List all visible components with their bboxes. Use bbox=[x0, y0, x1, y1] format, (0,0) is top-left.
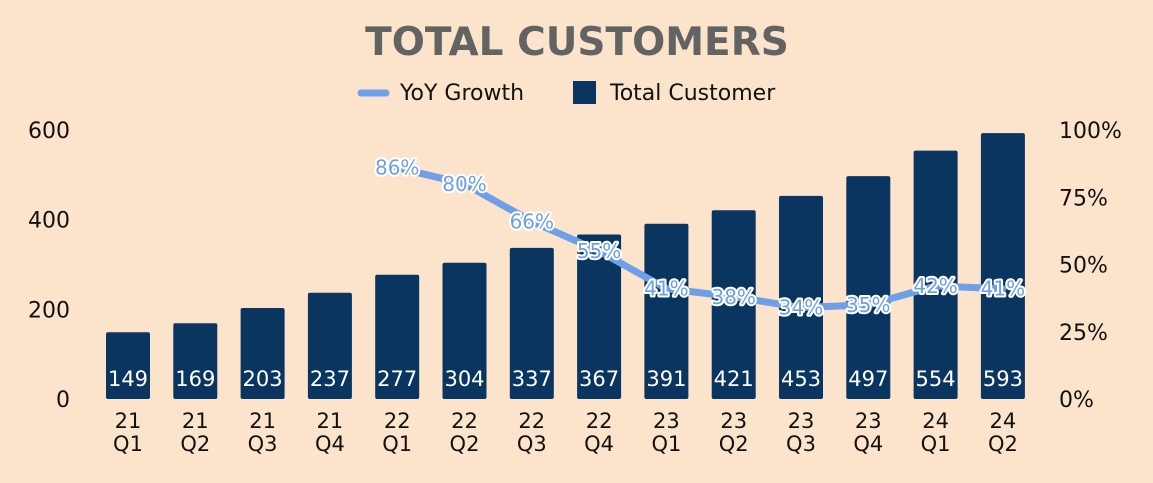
legend-label-total-customer: Total Customer bbox=[609, 81, 776, 106]
left-axis-tick-label: 400 bbox=[28, 209, 70, 234]
bar-value-label: 149 bbox=[108, 367, 148, 391]
yoy-growth-label: 55% bbox=[577, 239, 621, 263]
bar-value-label: 391 bbox=[646, 367, 686, 391]
x-tick-year: 23 bbox=[720, 409, 747, 433]
x-axis-labels: 21Q121Q221Q321Q422Q122Q222Q322Q423Q123Q2… bbox=[113, 409, 1018, 456]
x-tick-quarter: Q2 bbox=[450, 432, 480, 456]
legend-bar-swatch bbox=[573, 81, 596, 104]
bar bbox=[980, 133, 1025, 399]
bar-value-label: 593 bbox=[983, 367, 1023, 391]
chart-title: TOTAL CUSTOMERS bbox=[365, 20, 789, 65]
legend-label-yoy-growth: YoY Growth bbox=[399, 81, 524, 106]
x-tick-quarter: Q2 bbox=[988, 432, 1018, 456]
right-axis-tick-label: 50% bbox=[1059, 254, 1108, 279]
bar bbox=[846, 176, 891, 399]
bar bbox=[375, 274, 420, 399]
growth-line-layer bbox=[393, 164, 1007, 312]
yoy-growth-label: 42% bbox=[913, 274, 957, 298]
bar bbox=[577, 234, 622, 399]
bar-value-label: 554 bbox=[916, 367, 956, 391]
right-axis-tick-label: 25% bbox=[1059, 321, 1108, 346]
bar-value-labels: 149 169 203 237 277 304 337 367 391 421 453 497 554 5… bbox=[108, 367, 1023, 391]
x-tick-year: 22 bbox=[451, 409, 478, 433]
bar bbox=[779, 195, 823, 399]
yoy-growth-label: 66% bbox=[510, 209, 554, 233]
yoy-growth-label: 35% bbox=[846, 293, 890, 317]
x-tick-year: 21 bbox=[182, 409, 209, 433]
x-tick-year: 24 bbox=[990, 409, 1017, 433]
x-tick-quarter: Q1 bbox=[113, 432, 143, 456]
yoy-growth-label: 86% bbox=[375, 156, 419, 180]
bar-value-label: 337 bbox=[512, 367, 552, 391]
bar-value-label: 237 bbox=[310, 367, 350, 391]
x-tick-year: 24 bbox=[922, 409, 949, 433]
x-tick-quarter: Q4 bbox=[584, 432, 614, 456]
yoy-growth-label: 41% bbox=[644, 277, 688, 301]
x-tick-year: 22 bbox=[384, 409, 411, 433]
bar bbox=[307, 292, 352, 399]
bar-value-label: 453 bbox=[781, 367, 821, 391]
x-tick-quarter: Q1 bbox=[921, 432, 951, 456]
bar bbox=[711, 210, 756, 399]
legend: YoY Growth Total Customer bbox=[357, 81, 776, 106]
x-tick-quarter: Q1 bbox=[651, 432, 681, 456]
x-tick-quarter: Q4 bbox=[315, 432, 345, 456]
bar bbox=[913, 150, 958, 399]
yoy-growth-label: 80% bbox=[442, 172, 486, 196]
yoy-growth-line bbox=[393, 164, 1007, 312]
right-axis-tick-label: 100% bbox=[1059, 119, 1122, 144]
x-tick-year: 21 bbox=[115, 409, 142, 433]
x-tick-quarter: Q4 bbox=[853, 432, 883, 456]
bar bbox=[240, 307, 285, 399]
bar-value-label: 497 bbox=[848, 367, 888, 391]
x-tick-year: 23 bbox=[855, 409, 882, 433]
bar-value-label: 367 bbox=[579, 367, 619, 391]
bar bbox=[442, 262, 487, 399]
yoy-growth-label: 34% bbox=[779, 296, 823, 320]
bar-value-label: 169 bbox=[175, 367, 215, 391]
right-axis-tick-label: 0% bbox=[1059, 388, 1094, 413]
yoy-growth-label: 38% bbox=[711, 285, 755, 309]
bar bbox=[106, 332, 150, 399]
x-tick-quarter: Q2 bbox=[719, 432, 749, 456]
bar-value-label: 304 bbox=[444, 367, 484, 391]
growth-labels: 86% 80% 66% 55% 41% 38% 34% 35% 42% 41% bbox=[373, 154, 1027, 322]
x-tick-quarter: Q3 bbox=[517, 432, 547, 456]
bar-value-label: 277 bbox=[377, 367, 417, 391]
right-axis-tick-label: 75% bbox=[1059, 186, 1108, 211]
x-tick-year: 21 bbox=[249, 409, 276, 433]
x-tick-quarter: Q3 bbox=[786, 432, 816, 456]
left-axis: 0 200 400 600 bbox=[28, 119, 70, 413]
bar bbox=[509, 247, 554, 399]
x-tick-year: 23 bbox=[653, 409, 680, 433]
x-tick-quarter: Q2 bbox=[180, 432, 210, 456]
yoy-growth-label: 41% bbox=[981, 277, 1025, 301]
left-axis-tick-label: 600 bbox=[28, 119, 70, 144]
bar bbox=[644, 223, 689, 399]
x-tick-quarter: Q1 bbox=[382, 432, 412, 456]
left-axis-tick-label: 0 bbox=[56, 388, 70, 413]
bar bbox=[173, 323, 218, 399]
x-tick-year: 22 bbox=[586, 409, 613, 433]
x-tick-year: 23 bbox=[788, 409, 815, 433]
bar-value-label: 421 bbox=[714, 367, 754, 391]
x-tick-year: 22 bbox=[518, 409, 545, 433]
left-axis-tick-label: 200 bbox=[28, 298, 70, 323]
right-axis: 0% 25% 50% 75% 100% bbox=[1059, 119, 1122, 413]
x-tick-quarter: Q3 bbox=[248, 432, 278, 456]
bars bbox=[106, 133, 1025, 399]
bar-value-label: 203 bbox=[243, 367, 283, 391]
x-tick-year: 21 bbox=[317, 409, 344, 433]
